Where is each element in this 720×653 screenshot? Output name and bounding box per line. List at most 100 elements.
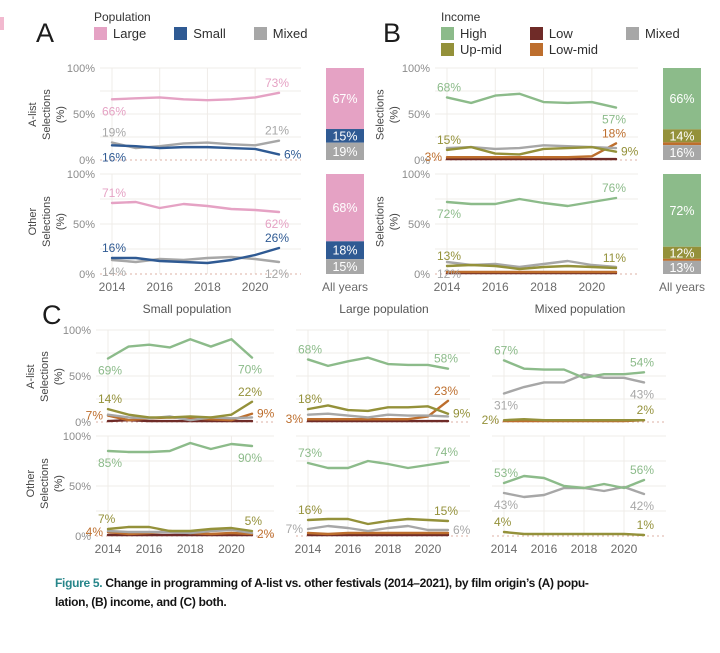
legend-swatch-mixed	[253, 27, 267, 40]
value-label: 1%	[637, 518, 655, 532]
x-tick-label: 2016	[146, 280, 173, 294]
chart-svg: 100% 50% 0%3% 18% 15% 9% 68% 57%	[402, 63, 639, 167]
y-axis-label-b-alist: Selections (%)	[374, 89, 401, 141]
y-axis-label-c-other: Other Selections (%)	[24, 458, 64, 510]
legend-item-up-mid: Up-mid	[441, 42, 502, 57]
series-line-large	[110, 200, 281, 214]
value-label: 15%	[434, 504, 458, 518]
bar-segment-label: 15%	[332, 129, 357, 143]
series-line-low-mid	[306, 531, 450, 536]
bar-col-b-alist: 66% 14% 16%	[650, 62, 714, 168]
value-label: 4%	[494, 515, 512, 529]
line-chart-c-small-other: 100% 50% 0% 2014 2016 2018 2020 4% 2% 7% 5% 85% 90%	[60, 430, 286, 558]
value-label: 18%	[602, 126, 626, 140]
chart-svg: 2014 2016 2018 2020 7% 6% 16% 15% 73% 74%	[286, 435, 471, 556]
legend-swatch-small	[174, 27, 188, 40]
value-label: 16%	[298, 503, 322, 517]
legend-label: Mixed	[645, 26, 680, 41]
x-tick-label: 2018	[571, 542, 598, 556]
legend-item-high: High	[441, 26, 502, 41]
value-label: 13%	[437, 249, 461, 263]
legend-label: Low	[548, 26, 573, 41]
bar-segment-label: 18%	[332, 244, 357, 258]
value-label: 2%	[257, 527, 275, 541]
y-axis-label-c-alist: A-list Selections (%)	[24, 351, 64, 403]
x-tick-label: 2020	[242, 280, 269, 294]
bar-col-a-other: 68% 18% 15% All years	[313, 168, 377, 296]
column-header-small-population: Small population	[142, 302, 232, 316]
panel-b-header: B Income High Low Mixed Up-mid Low-mid	[377, 10, 714, 62]
legend-swatch-low-mid	[529, 43, 543, 56]
value-label: 18%	[298, 392, 322, 406]
value-label: 76%	[602, 181, 626, 195]
bar-segment-label: 13%	[669, 261, 694, 275]
legend-label: Small	[193, 26, 226, 41]
legend-item-mixed: Mixed	[253, 26, 307, 41]
value-label: 16%	[102, 150, 126, 164]
value-label: 67%	[494, 343, 518, 357]
bar-segment-label: 66%	[669, 92, 694, 106]
value-label: 31%	[494, 398, 518, 412]
value-label: 16%	[102, 241, 126, 255]
y-tick-label: 100%	[67, 63, 95, 75]
x-tick-label: 2014	[99, 280, 126, 294]
series-line-high	[445, 196, 618, 208]
y-tick-label: 100%	[402, 63, 430, 75]
caption-figure-label: Figure 5.	[55, 576, 103, 590]
chart-svg: 100% 50% 0% 2014 2016 2018 2020 12% 13% 11% 72% 76%	[402, 169, 638, 294]
value-label: 15%	[437, 133, 461, 147]
series-line-mixed	[110, 255, 281, 264]
legend-item-mixed: Mixed	[626, 26, 680, 41]
page-edge-artifact	[0, 17, 4, 30]
line-chart-b-other: 100% 50% 0% 2014 2016 2018 2020 12% 13% 11% 72% 76%	[399, 168, 650, 296]
value-label: 9%	[257, 407, 275, 421]
bar-segment-up-mid	[663, 246, 701, 259]
bar-col-a-alist: 67% 15% 19%	[313, 62, 377, 168]
bar-segment-label: 15%	[332, 260, 357, 274]
value-label: 43%	[630, 387, 654, 401]
all-years-label: All years	[322, 280, 368, 294]
value-label: 6%	[453, 523, 471, 537]
legend-item-small: Small	[174, 26, 226, 41]
x-tick-label: 2018	[530, 280, 557, 294]
y-tick-label: 0%	[75, 417, 91, 429]
bar-segment-large	[326, 68, 364, 130]
stacked-bar-a-alist: 67% 15% 19%	[326, 62, 364, 168]
legend-population-title: Population	[94, 10, 151, 24]
series-line-mixed	[110, 139, 281, 150]
y-tick-label: 0%	[414, 269, 430, 281]
y-axis-label-b-other: Selections (%)	[374, 196, 401, 248]
series-line-mixed	[306, 412, 450, 419]
line-chart-c-large-alist: 3% 23% 18% 9% 68% 58%	[286, 324, 482, 430]
value-label: 66%	[102, 104, 126, 118]
legend-item-low-mid: Low-mid	[529, 42, 599, 57]
y-tick-label: 0%	[79, 269, 95, 281]
x-tick-label: 2018	[177, 542, 204, 556]
series-line-large	[110, 91, 281, 102]
chart-svg: 100% 50% 0% 2014 2016 2018 2020 14% 12% 16% 26% 71%…	[67, 169, 301, 294]
series-line-high	[445, 92, 618, 109]
legend-swatch-mixed	[626, 27, 640, 40]
bar-segment-low-mid	[663, 258, 701, 261]
series-line-up-mid	[502, 418, 646, 422]
series-line-low-mid	[445, 142, 618, 159]
value-label: 74%	[434, 445, 458, 459]
value-label: 7%	[286, 522, 304, 536]
y-tick-label: 50%	[408, 109, 430, 121]
y-tick-label: 50%	[69, 371, 91, 383]
stacked-bar-b-other: 72% 12% 13% All years	[659, 168, 705, 296]
value-label: 23%	[434, 384, 458, 398]
value-label: 42%	[630, 499, 654, 513]
y-tick-label: 50%	[73, 219, 95, 231]
bar-svg: 68% 18% 15% All years	[322, 174, 368, 294]
bar-segment-label: 68%	[332, 201, 357, 215]
series-line-small	[110, 246, 281, 265]
value-label: 5%	[245, 514, 263, 528]
value-label: 6%	[284, 147, 302, 161]
panel-letter-c: C	[42, 300, 62, 330]
legend-label: Low-mid	[548, 42, 599, 57]
series-line-mixed	[106, 413, 254, 422]
legend-income: Income High Low Mixed Up-mid Low-mid	[441, 10, 680, 57]
value-label: 12%	[437, 267, 461, 281]
